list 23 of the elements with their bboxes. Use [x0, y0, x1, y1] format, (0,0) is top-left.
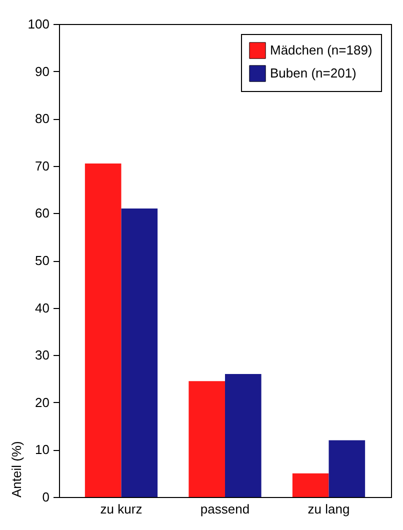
y-axis-title: Anteil (%) [8, 441, 24, 498]
y-tick-label: 0 [42, 490, 50, 504]
y-tick-label: 10 [35, 442, 50, 458]
bar [84, 164, 122, 497]
y-tick-label: 30 [35, 348, 50, 363]
y-tick-label: 70 [35, 158, 50, 174]
bar [328, 440, 366, 497]
x-tick-label: passend [200, 502, 250, 516]
x-tick-label: zu lang [308, 502, 350, 516]
y-tick-label: 60 [35, 206, 50, 221]
y-tick-label: 40 [35, 300, 50, 316]
bar [225, 374, 262, 497]
y-tick-label: 80 [35, 111, 50, 126]
legend-label: Mädchen (n=189) [270, 42, 372, 58]
y-tick-label: 50 [35, 253, 50, 268]
y-tick-label: 100 [28, 16, 50, 32]
legend-label: Buben (n=201) [270, 66, 356, 80]
bar [121, 208, 158, 497]
bar [292, 473, 329, 497]
bar [188, 381, 225, 497]
y-tick-label: 20 [35, 394, 50, 410]
x-tick-label: zu kurz [100, 502, 142, 516]
y-tick-label: 90 [35, 64, 50, 79]
